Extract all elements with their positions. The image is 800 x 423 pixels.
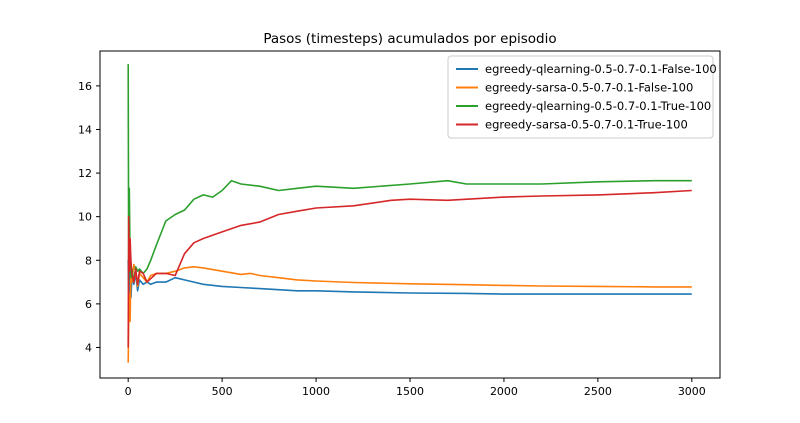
series-line-2 [127,261,692,363]
y-tick-label: 8 [85,254,92,267]
x-tick-label: 500 [212,385,233,398]
plot-area [127,64,692,363]
x-tick-label: 2500 [584,385,612,398]
series-layer [127,64,692,363]
y-tick-label: 10 [78,211,92,224]
x-tick-label: 1500 [396,385,424,398]
x-tick-label: 1000 [302,385,330,398]
x-tick-label: 2000 [490,385,518,398]
x-tick-label: 3000 [678,385,706,398]
y-tick-label: 6 [85,298,92,311]
legend-label: egreedy-sarsa-0.5-0.7-0.1-True-100 [485,118,688,132]
y-tick-label: 12 [78,167,92,180]
axes-layer: 0 500 1000 1500 2000 2500 3000 4 6 8 10 12 14 16 [78,50,721,398]
legend-label: egreedy-qlearning-0.5-0.7-0.1-False-100 [485,62,717,76]
legend: egreedy-qlearning-0.5-0.7-0.1-False-100 e… [447,55,717,139]
x-tick-label: 0 [125,385,132,398]
y-tick-label: 14 [78,123,92,136]
legend-label: egreedy-qlearning-0.5-0.7-0.1-True-100 [485,99,711,113]
y-tick-label: 4 [85,341,92,354]
chart-title: Pasos (timesteps) acumulados por episodi… [263,31,556,47]
legend-label: egreedy-sarsa-0.5-0.7-0.1-False-100 [485,81,693,95]
y-tick-label: 16 [78,80,92,93]
legend-box [447,55,714,139]
series-line-4 [127,189,692,348]
